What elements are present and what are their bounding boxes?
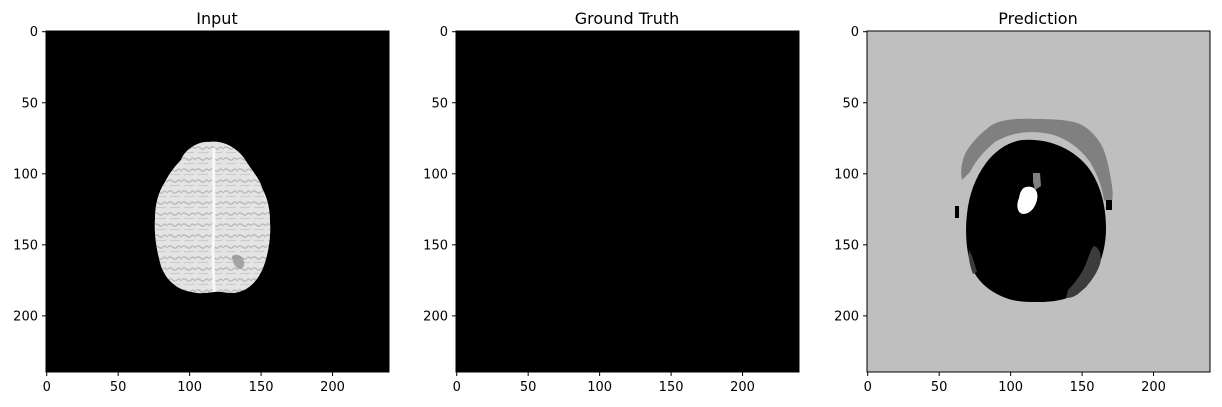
y-tick-label-prediction: 150 [834,238,859,253]
prediction-central-ellipse [966,139,1106,302]
x-tick-label-ground-truth: 100 [587,380,612,395]
y-tick-label-input: 100 [13,167,38,182]
panel-input: Input 0 50 100 150 200 0 50 100 150 200 [13,9,390,395]
axes-frame-ground-truth [455,30,800,373]
y-tick-label-prediction: 100 [834,167,859,182]
ticks-ground-truth: 0 50 100 150 200 0 50 100 150 200 [423,25,755,395]
prediction-crescent-speck-left [955,206,959,218]
brain-midline-fissure [211,147,216,293]
prediction-segmentation [955,118,1113,302]
y-tick-label-ground-truth: 200 [423,309,448,324]
y-tick-label-input: 0 [30,25,38,40]
prediction-lower-right-patch [1066,246,1101,298]
axes-frame-input [45,30,390,373]
x-tick-label-ground-truth: 200 [730,380,755,395]
y-tick-label-ground-truth: 150 [423,238,448,253]
x-tick-label-input: 100 [177,380,202,395]
ground-truth-image [456,31,799,372]
y-tick-label-input: 200 [13,309,38,324]
y-tick-label-ground-truth: 100 [423,167,448,182]
prediction-white-spot [1017,186,1038,214]
panel-ground-truth: Ground Truth 0 50 100 150 200 0 50 100 150 200 [423,9,800,395]
x-tick-label-input: 150 [249,380,274,395]
axes-frame-prediction [866,30,1211,373]
x-tick-label-prediction: 150 [1070,380,1095,395]
x-tick-label-prediction: 50 [931,380,948,395]
x-tick-label-input: 50 [110,380,127,395]
y-tick-label-prediction: 50 [842,96,859,111]
panel-title-prediction: Prediction [998,9,1077,28]
x-tick-label-prediction: 0 [864,380,872,395]
prediction-crescent-speck-right [1106,200,1112,210]
brain-lesion-shading [232,254,245,269]
y-tick-label-prediction: 200 [834,309,859,324]
x-tick-label-input: 200 [320,380,345,395]
panel-prediction: Prediction 0 50 100 150 200 0 50 100 150 200 [834,9,1211,395]
prediction-gray-nub [1033,173,1041,190]
brain-mri-image [154,141,271,294]
prediction-lower-left-patch [968,250,977,274]
x-tick-label-ground-truth: 0 [453,380,461,395]
x-tick-label-ground-truth: 50 [520,380,537,395]
panel-title-input: Input [196,9,237,28]
x-tick-label-ground-truth: 150 [659,380,684,395]
y-tick-label-prediction: 0 [851,25,859,40]
x-tick-label-prediction: 100 [998,380,1023,395]
x-tick-label-prediction: 200 [1141,380,1166,395]
y-tick-label-input: 150 [13,238,38,253]
y-tick-label-ground-truth: 0 [440,25,448,40]
ticks-input: 0 50 100 150 200 0 50 100 150 200 [13,25,345,395]
ticks-prediction: 0 50 100 150 200 0 50 100 150 200 [834,25,1166,395]
x-tick-label-input: 0 [43,380,51,395]
panel-title-ground-truth: Ground Truth [575,9,680,28]
y-tick-label-ground-truth: 50 [431,96,448,111]
y-tick-label-input: 50 [21,96,38,111]
prediction-upper-crescent [961,118,1113,205]
